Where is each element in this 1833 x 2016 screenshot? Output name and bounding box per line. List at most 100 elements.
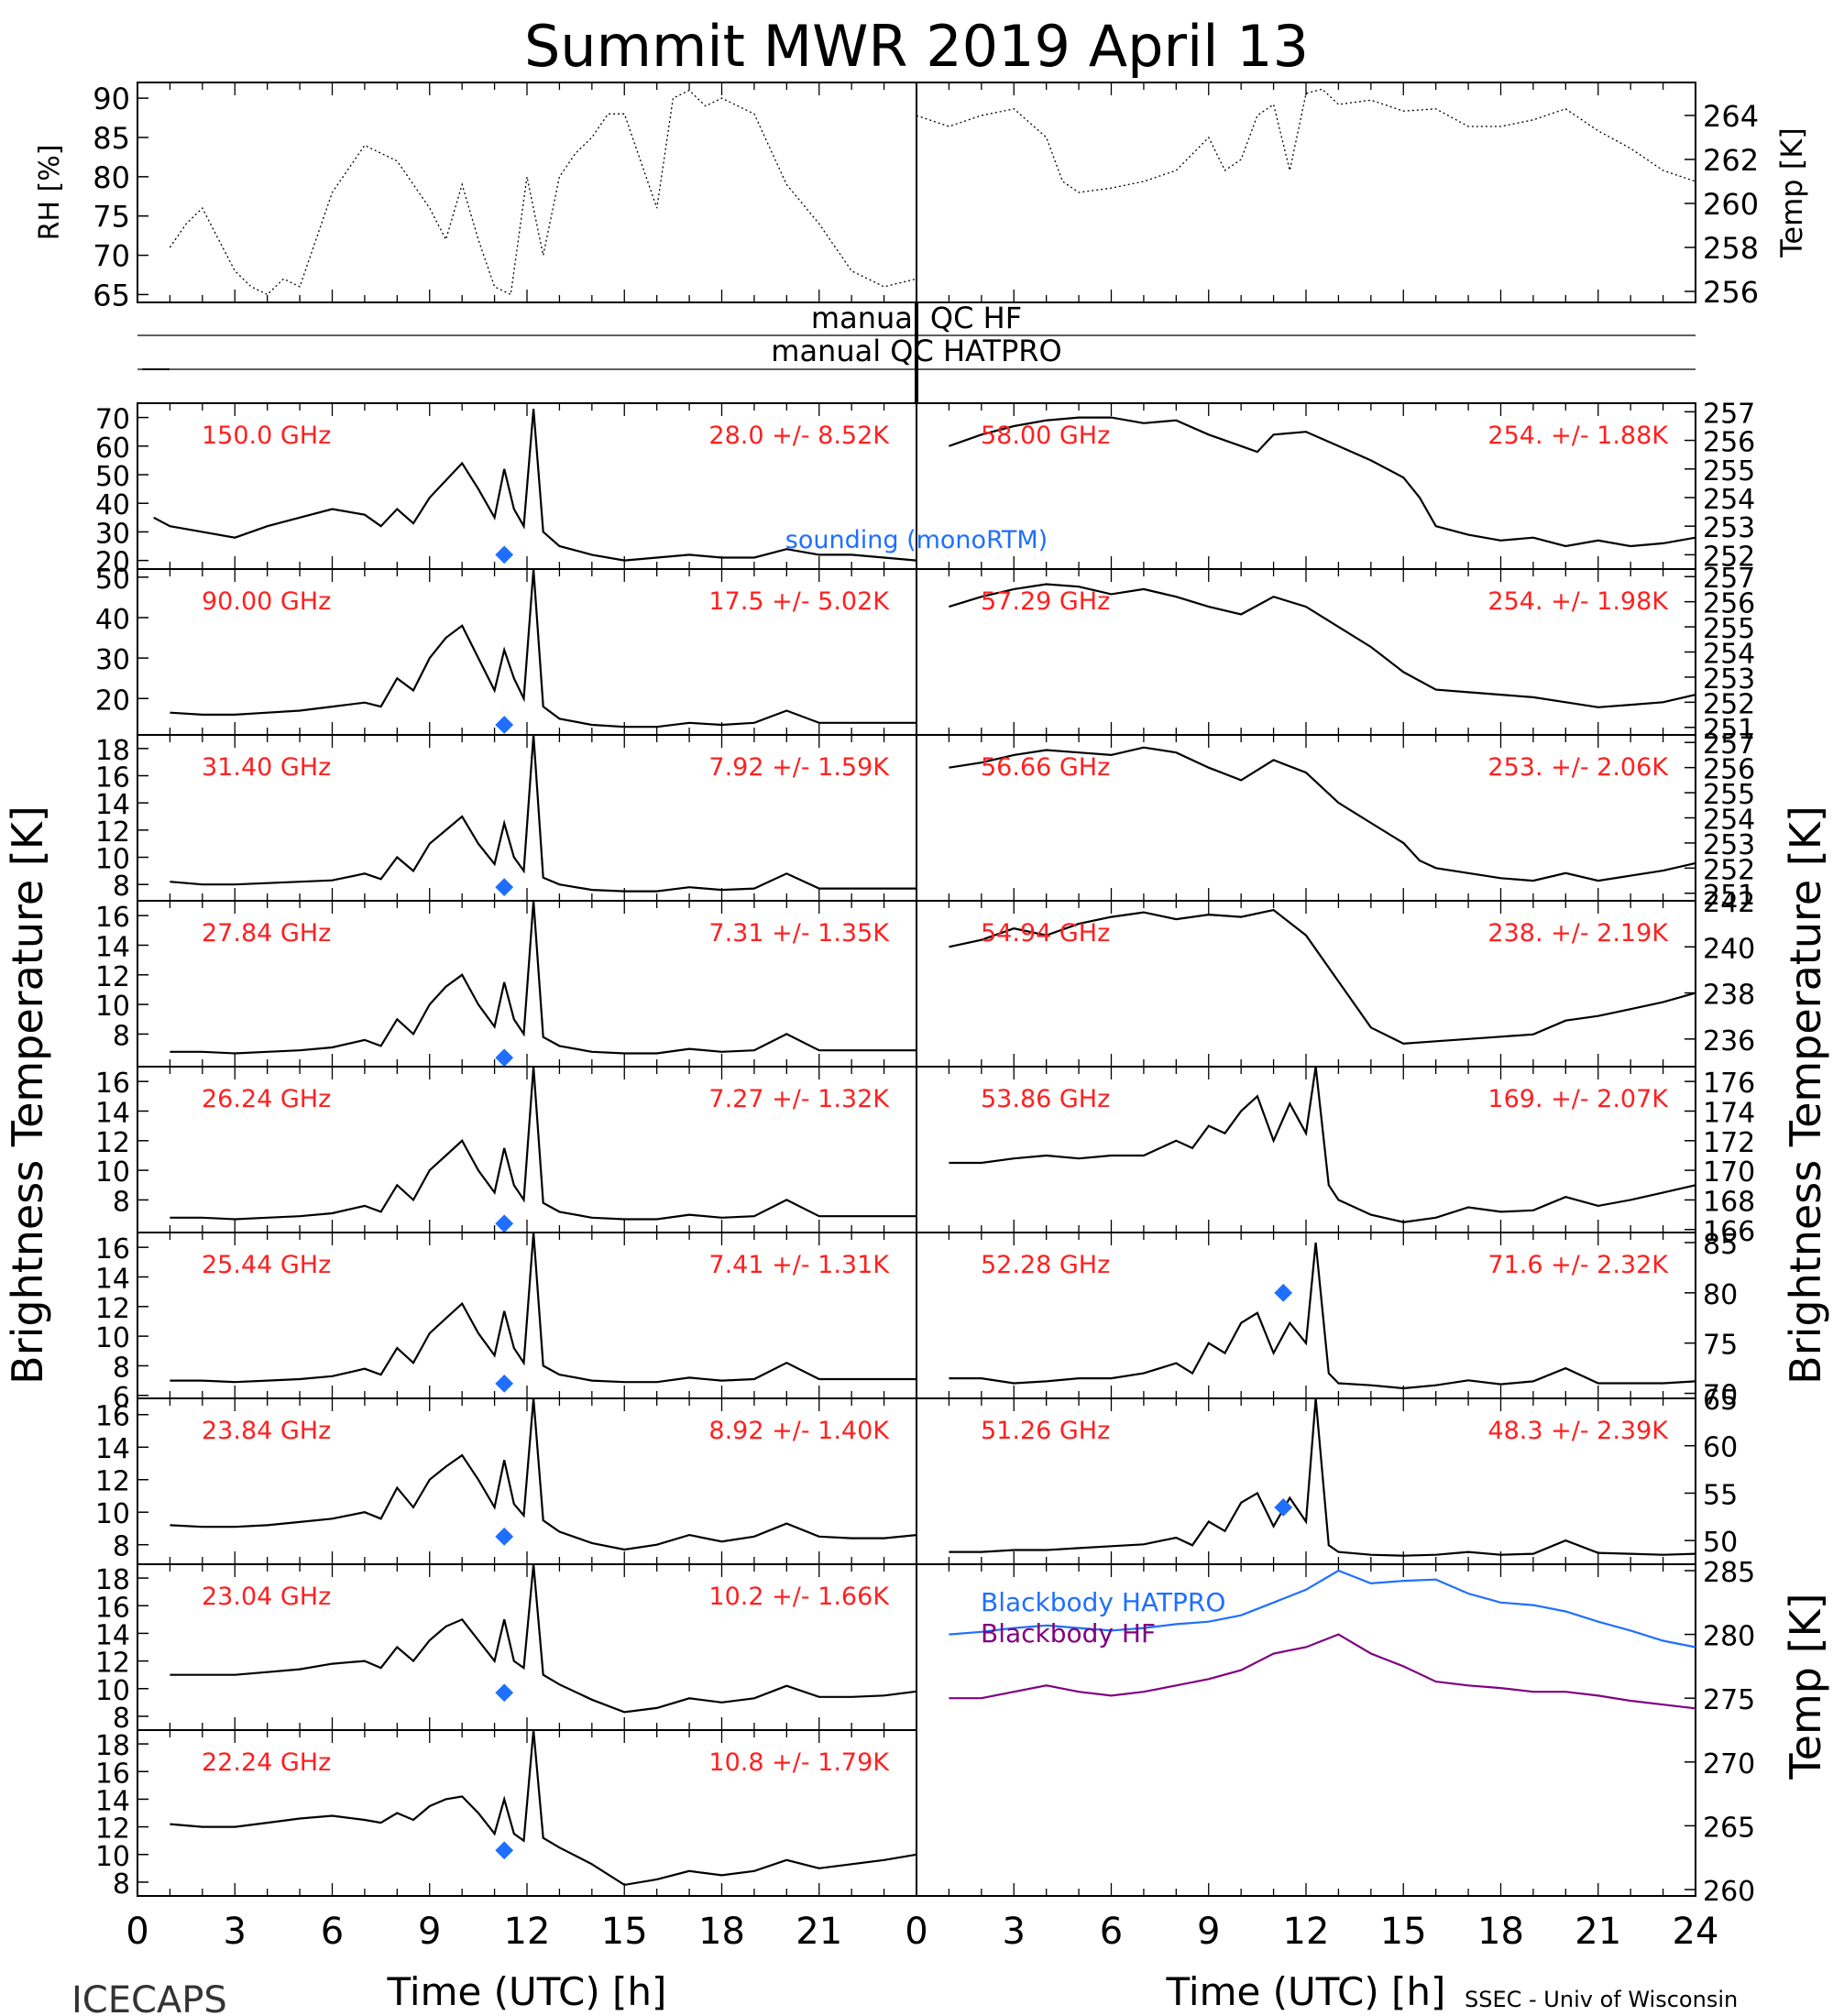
y-tick-label: 20 <box>95 547 130 579</box>
frequency-label: 22.24 GHz <box>202 1748 331 1777</box>
frequency-label: 23.04 GHz <box>202 1583 331 1611</box>
y-tick-label: 255 <box>1703 779 1755 811</box>
y-tick-label: 12 <box>95 961 130 993</box>
y-tick-label: 265 <box>1703 1812 1755 1844</box>
y-tick-label: 14 <box>95 1619 130 1651</box>
y-axis: 260 265 270 275 280 285 <box>1685 1557 1755 1908</box>
y-tick-label: 10 <box>95 1156 130 1189</box>
y-tick-label: 14 <box>95 1785 130 1817</box>
y-tick-label: 60 <box>95 433 130 465</box>
y-tick-label: 50 <box>1703 1527 1738 1559</box>
qc-hatpro-label: manual QC HATPRO <box>771 334 1061 368</box>
y-tick-label: 80 <box>1703 1279 1738 1311</box>
y-tick-label: 6 <box>113 1382 130 1414</box>
y-tick-label: 12 <box>95 1648 130 1680</box>
y-tick-label: 14 <box>95 1433 130 1465</box>
y-tick-label: 80 <box>93 160 130 195</box>
y-tick-label: 18 <box>95 1730 130 1762</box>
qc-strip: manual QC HF manual QC HATPRO <box>137 301 1696 403</box>
x-tick-label: 12 <box>504 1911 551 1953</box>
y-tick-label: 8 <box>113 1020 130 1052</box>
y-tick-label: 16 <box>95 1758 130 1790</box>
y-tick-label: 10 <box>95 1841 130 1873</box>
y-tick-label: 12 <box>95 1813 130 1846</box>
y-tick-label: 270 <box>1703 1748 1755 1780</box>
y-tick-label: 12 <box>95 1466 130 1498</box>
frequency-label: 23.84 GHz <box>202 1417 331 1445</box>
frequency-label: 52.28 GHz <box>981 1251 1110 1279</box>
temp-trace <box>916 88 1696 193</box>
y-tick-label: 12 <box>95 1127 130 1159</box>
sounding-marker <box>495 1683 514 1703</box>
stats-label: 254. +/- 1.88K <box>1487 422 1669 450</box>
y-tick-label: 253 <box>1703 512 1755 544</box>
y-tick-label: 251 <box>1703 880 1755 912</box>
channel-trace <box>949 1397 1696 1557</box>
x-tick-label: 24 <box>1673 1911 1719 1953</box>
y-tick-label: 251 <box>1703 714 1755 746</box>
y-axis: 70 75 80 85 <box>1685 1229 1738 1412</box>
y-tick-label: 16 <box>95 902 130 934</box>
channel-panel: 236 238 240 242 54.94 GHz 238. +/- 2.19K <box>916 887 1755 1068</box>
y-tick-label: 254 <box>1703 484 1755 516</box>
x-axis-right: 0 3 6 9 12 15 18 21 24 <box>905 1911 1718 1953</box>
y-tick-label: 236 <box>1703 1025 1755 1057</box>
rh-panel: 65 70 75 80 85 90 <box>93 82 917 312</box>
y-tick-label: 174 <box>1703 1097 1755 1129</box>
y-tick-label: 257 <box>1703 398 1755 430</box>
stats-label: 7.31 +/- 1.35K <box>708 919 890 948</box>
legend-hatpro: Blackbody HATPRO <box>981 1587 1225 1617</box>
y-tick-label: 50 <box>95 461 130 493</box>
channel-trace <box>949 416 1696 548</box>
channel-trace <box>170 734 916 893</box>
y-tick-label: 275 <box>1703 1684 1755 1716</box>
y-tick-label: 16 <box>95 1233 130 1265</box>
temp-panel: 256 258 260 262 264 <box>916 82 1759 310</box>
sounding-marker <box>495 1841 514 1860</box>
channel-trace <box>949 908 1696 1046</box>
stats-label: 17.5 +/- 5.02K <box>708 587 890 616</box>
channel-trace <box>170 900 916 1055</box>
y-tick-label: 257 <box>1703 563 1755 595</box>
y-axis: 236 238 240 242 <box>1685 887 1755 1057</box>
x-tick-label: 9 <box>418 1911 441 1953</box>
y-tick-label: 18 <box>95 1564 130 1596</box>
y-tick-label: 166 <box>1703 1216 1755 1248</box>
rh-trace <box>169 89 917 296</box>
y-tick-label: 240 <box>1703 933 1755 965</box>
stats-label: 169. +/- 2.07K <box>1487 1085 1669 1113</box>
y-axis: 50 55 60 65 <box>1685 1385 1738 1559</box>
y-tick-label: 254 <box>1703 639 1755 671</box>
x-tick-label: 6 <box>321 1911 344 1953</box>
stats-label: 8.92 +/- 1.40K <box>708 1417 890 1445</box>
y-tick-label: 16 <box>95 1068 130 1100</box>
x-tick-label: 0 <box>905 1911 927 1953</box>
y-tick-label: 14 <box>95 789 130 821</box>
frequency-label: 150.0 GHz <box>202 422 331 450</box>
channel-trace <box>949 1066 1696 1223</box>
channel-trace <box>949 746 1696 882</box>
y-tick-label: 256 <box>1703 275 1759 310</box>
stats-label: 10.8 +/- 1.79K <box>708 1748 890 1777</box>
y-tick-label: 70 <box>93 239 130 274</box>
x-tick-label: 3 <box>1003 1911 1026 1953</box>
y-tick-label: 285 <box>1703 1557 1755 1589</box>
channel-trace <box>949 583 1696 708</box>
y-tick-label: 14 <box>95 1097 130 1129</box>
sounding-marker <box>495 878 514 897</box>
blackbody-panel: 260 265 270 275 280 285 <box>916 1557 1755 1908</box>
